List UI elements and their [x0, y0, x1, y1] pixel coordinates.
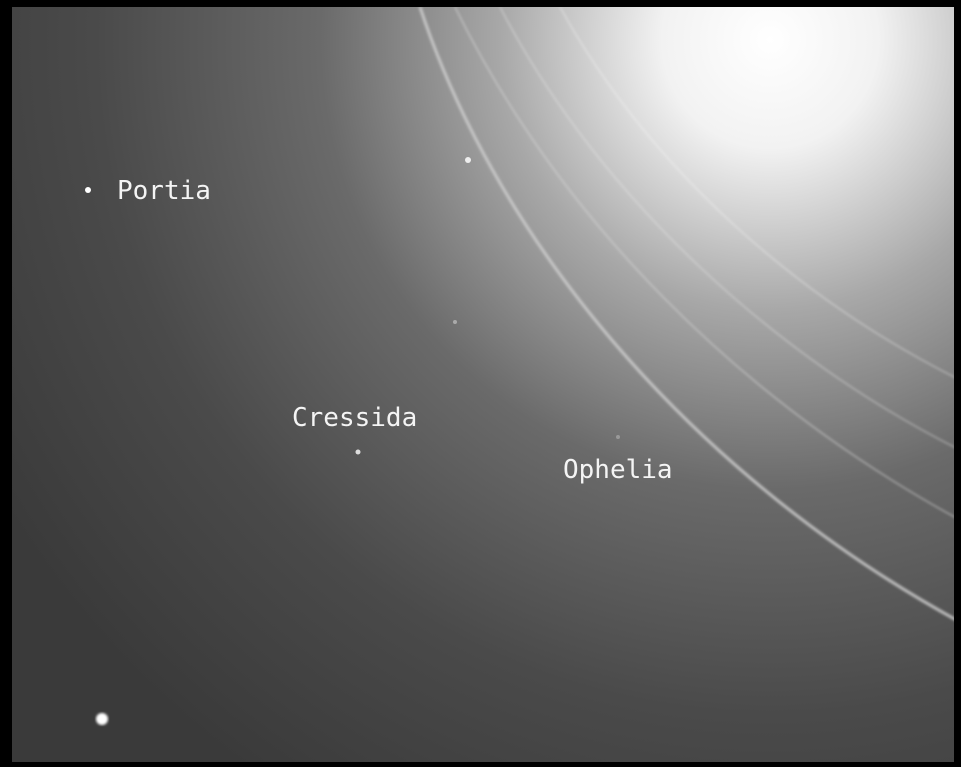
ring [499, 7, 954, 448]
star [96, 713, 108, 725]
moon-dot [355, 449, 361, 455]
ring [454, 7, 954, 518]
moon-label: Ophelia [563, 455, 673, 485]
epsilon-ring [418, 7, 954, 621]
moon-label: Portia [117, 176, 211, 206]
moon-dot [85, 187, 91, 193]
moon-label: Cressida [292, 403, 417, 433]
uranus-glow [12, 7, 954, 762]
moon-dot [465, 157, 471, 163]
moon-dot [616, 435, 620, 439]
ring [559, 7, 954, 378]
image-area: Portia Cressida Ophelia [12, 7, 954, 762]
moon-dot [453, 320, 457, 324]
